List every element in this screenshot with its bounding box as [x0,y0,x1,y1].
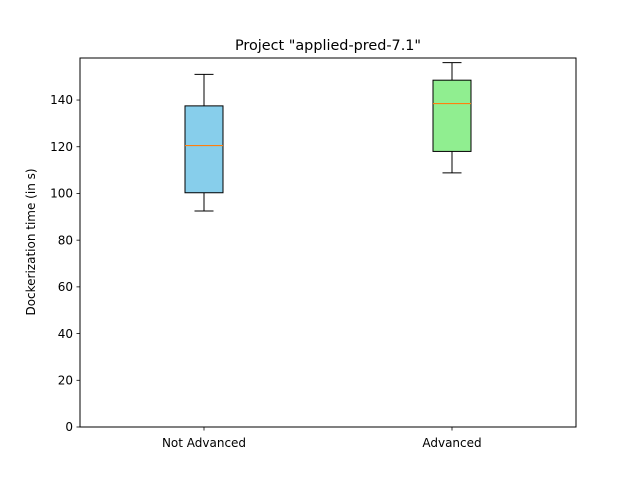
x-tick-label: Not Advanced [162,436,246,450]
plot-area-frame [79,57,577,428]
y-tick-label: 60 [58,280,73,294]
x-tick-label: Advanced [422,436,481,450]
y-axis-label: Dockerization time (in s) [24,168,38,315]
iqr-box [184,105,224,194]
y-tick-label: 40 [58,327,73,341]
y-tick-label: 120 [50,140,73,154]
box-not-advanced [184,73,224,212]
x-axis-ticks: Not Advanced Advanced [162,427,482,450]
box-series [184,62,472,212]
y-axis-ticks: 0 20 40 60 80 100 120 140 [50,93,80,434]
y-tick-label: 0 [65,420,73,434]
y-tick-label: 140 [50,93,73,107]
y-tick-label: 20 [58,373,73,387]
y-tick-label: 100 [50,187,73,201]
iqr-box [432,79,472,152]
chart-title: Project "applied-pred-7.1" [235,38,421,54]
box-advanced [432,62,472,174]
y-tick-label: 80 [58,233,73,247]
